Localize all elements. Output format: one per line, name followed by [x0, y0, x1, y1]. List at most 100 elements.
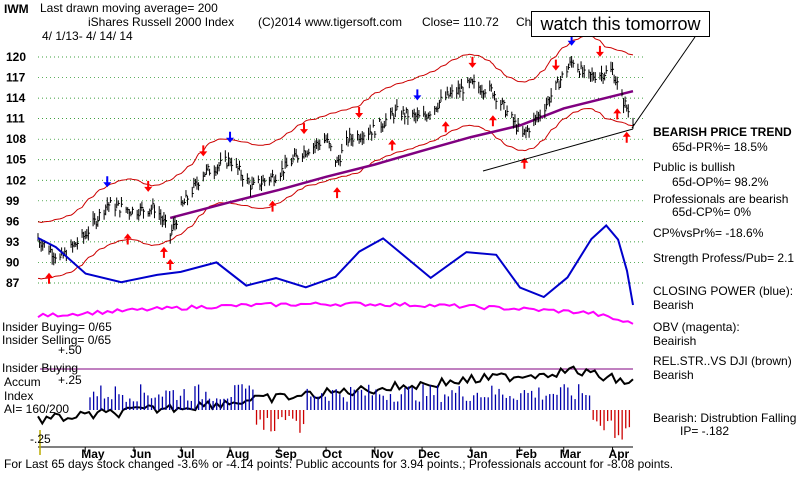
sell-arrow: [199, 145, 208, 157]
index-label: Index: [4, 389, 33, 403]
ip-value: IP= -.182: [680, 424, 729, 438]
pr-line: 65d-PR%= 18.5%: [672, 140, 768, 154]
y-tick-label: 108: [6, 132, 26, 146]
sell-arrow: [468, 56, 477, 68]
upper-band: [37, 35, 634, 224]
callout-pointer: [631, 36, 696, 129]
trend-title: BEARISH PRICE TREND: [653, 125, 792, 139]
plus50-label: +.50: [58, 343, 82, 357]
plus25-label: +.25: [58, 373, 82, 387]
buy-arrow: [613, 108, 622, 120]
closing-power-path: [37, 224, 634, 306]
price-bars: [37, 56, 635, 266]
sell-arrow: [595, 45, 604, 57]
signal-arrows: [45, 34, 631, 284]
minus25-label: -.25: [30, 432, 51, 446]
x-tick-label: Mar: [560, 447, 582, 461]
buy-arrow: [123, 233, 132, 245]
support-trendline: [482, 128, 634, 172]
x-tick-label: Dec: [418, 447, 440, 461]
closing-power-line: [37, 224, 634, 306]
closing-power-title: CLOSING POWER (blue):: [653, 284, 793, 298]
y-tick-label: 117: [6, 71, 26, 85]
buy-arrow: [622, 131, 631, 143]
x-tick-label: Jun: [130, 447, 151, 461]
x-tick-label: Apr: [609, 447, 630, 461]
public-title: Public is bullish: [653, 160, 735, 174]
sell-arrow: [300, 123, 309, 135]
sell-arrow: [103, 176, 112, 188]
footer-text: For Last 65 days stock changed -3.6% or …: [4, 457, 673, 471]
y-tick-label: 93: [6, 235, 20, 249]
close-price: Close= 110.72: [422, 15, 499, 29]
accumulation-index: [89, 384, 631, 440]
x-tick-labels: May Jun Jul Aug Sep Oct Nov Dec Jan Feb Mar Apr: [81, 447, 629, 461]
obv-title: OBV (magenta):: [653, 320, 740, 334]
obv-line: [37, 301, 634, 370]
ticker-label: IWM: [4, 2, 29, 16]
price-bands: [37, 35, 634, 280]
pros-title: Professionals are bearish: [653, 192, 788, 206]
y-tick-label: 90: [6, 255, 20, 269]
buy-arrow: [520, 157, 529, 169]
ma-info: Last drawn moving average= 200: [40, 1, 218, 15]
accum-label: Accum: [4, 375, 41, 389]
buy-arrow: [268, 200, 277, 212]
obv-value: Beairish: [653, 334, 696, 348]
y-tick-label: 120: [6, 50, 26, 64]
buy-arrow: [166, 259, 175, 271]
y-tick-label: 105: [6, 153, 26, 167]
sell-arrow: [551, 59, 560, 71]
x-tick-label: Aug: [226, 447, 249, 461]
sell-arrow: [567, 34, 576, 46]
chart-title: iShares Russell 2000 Index: [88, 15, 234, 29]
x-tick-label: Sep: [275, 447, 297, 461]
callout-box: watch this tomorrow: [531, 11, 710, 37]
x-tick-label: Nov: [371, 447, 394, 461]
sell-arrow: [355, 106, 364, 118]
y-tick-label: 111: [6, 112, 25, 126]
cpvspr-line: CP%vsPr%= -18.6%: [653, 226, 764, 240]
y-tick-label: 96: [6, 214, 20, 228]
copyright: (C)2014 www.tigersoft.com: [258, 15, 402, 29]
buy-arrow: [388, 139, 397, 151]
relstr-title: REL.STR..VS DJI (brown): [653, 354, 792, 368]
date-range: 4/ 1/13- 4/ 14/ 14: [42, 29, 133, 43]
ai-label: AI= 160/200: [4, 402, 69, 416]
accum-status: Bearish: Distrubtion Falling: [653, 411, 796, 425]
trendline: [482, 36, 696, 172]
buy-arrow: [45, 272, 54, 284]
x-tick-label: Feb: [516, 447, 537, 461]
insider-selling-label: Insider Selling= 0/65: [2, 333, 111, 347]
x-tick-label: Oct: [322, 447, 342, 461]
y-tick-label: 87: [6, 276, 20, 290]
y-tick-label: 114: [6, 91, 26, 105]
sell-arrow: [413, 89, 422, 101]
closing-power-value: Bearish: [653, 298, 694, 312]
op-line: 65d-OP%= 98.2%: [672, 175, 769, 189]
ma-line: [169, 89, 634, 220]
close-suffix: Ch: [516, 15, 531, 29]
strength-line: Strength Profess/Pub= 2.1: [653, 251, 794, 265]
sell-arrow: [226, 131, 235, 143]
x-tick-label: Jan: [467, 447, 488, 461]
sell-arrow: [144, 180, 153, 192]
lower-band: [37, 107, 634, 280]
y-tick-label: 102: [6, 173, 26, 187]
buy-arrow: [333, 187, 342, 199]
cp-line: 65d-CP%= 0%: [672, 205, 751, 219]
buy-arrow: [159, 246, 168, 258]
chart-axes: [38, 430, 633, 455]
buy-arrow: [441, 121, 450, 133]
y-tick-label: 99: [6, 194, 20, 208]
y-tick-labels: 87 90 93 96 99 102 105 108 111 114 117 120: [6, 50, 26, 290]
relstr-value: Bearish: [653, 368, 694, 382]
insider-buying-2-label: Insider Buying: [2, 361, 78, 375]
x-tick-label: May: [81, 447, 105, 461]
insider-buying-label: Insider Buying= 0/65: [2, 320, 112, 334]
obv-path: [37, 301, 634, 325]
moving-average: [169, 89, 634, 220]
buy-arrow: [488, 115, 497, 127]
